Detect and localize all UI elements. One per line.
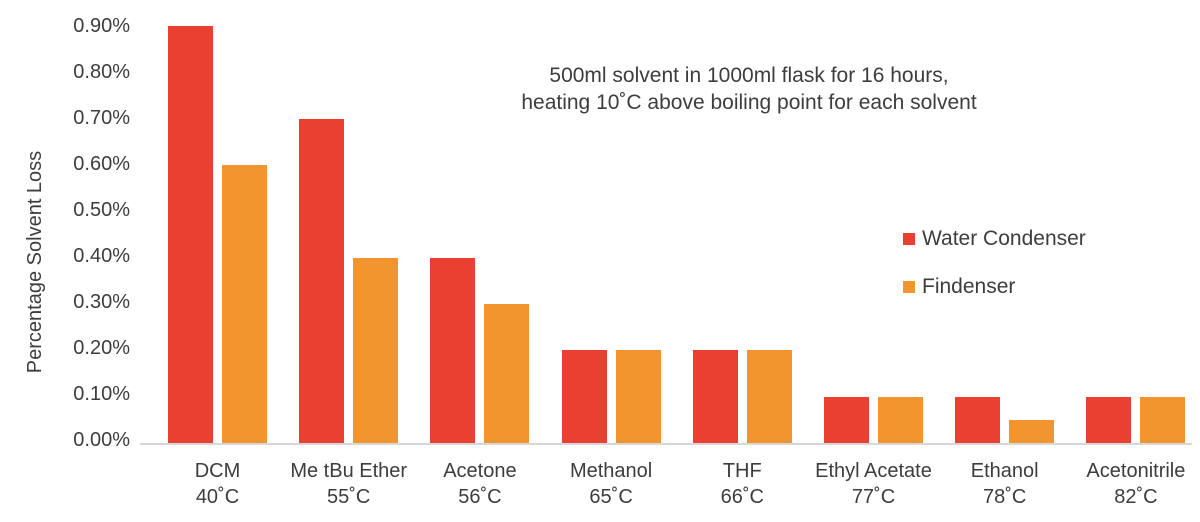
x-label-acetonitrile: Acetonitrile 82˚C — [1061, 458, 1200, 510]
annotation-line-2: heating 10˚C above boiling point for eac… — [521, 91, 977, 114]
legend-swatch-icon — [903, 233, 915, 245]
x-label-temperature: 82˚C — [1114, 486, 1158, 508]
x-label-acetone: Acetone 56˚C — [405, 458, 555, 510]
y-tick-label-0-20: 0.20% — [73, 337, 130, 359]
x-label-name: DCM — [194, 460, 241, 482]
x-label-temperature: 78˚C — [983, 486, 1027, 508]
bar-water-condenser-me-tbu-ether — [299, 119, 345, 443]
x-label-name: Acetone — [443, 460, 517, 482]
bar-water-condenser-acetone — [430, 258, 476, 443]
x-label-name: Ethanol — [970, 460, 1039, 482]
x-label-temperature: 40˚C — [195, 486, 240, 508]
bar-water-condenser-ethanol — [955, 397, 1001, 443]
y-tick-label-0-80: 0.80% — [73, 61, 130, 83]
bar-water-condenser-methanol — [561, 350, 607, 443]
y-tick-label-0-10: 0.10% — [73, 383, 130, 405]
x-label-temperature: 66˚C — [720, 486, 764, 508]
legend-item-findenser: Findenser — [903, 275, 1086, 299]
x-label-temperature: 55˚C — [327, 486, 371, 508]
x-label-dcm: DCM 40˚C — [143, 458, 293, 510]
bar-water-condenser-ethyl-acetate — [824, 397, 869, 443]
legend-swatch-icon — [903, 281, 915, 293]
y-tick-label-0-30: 0.30% — [73, 291, 130, 313]
x-label-temperature: 56˚C — [458, 486, 502, 508]
x-label-thf: THF 66˚C — [667, 458, 817, 510]
bar-findenser-dcm — [222, 165, 267, 443]
chart-annotation: 500ml solvent in 1000ml flask for 16 hou… — [449, 62, 1049, 116]
y-tick-label-0-60: 0.60% — [73, 153, 130, 175]
x-label-me-tbu-ether: Me tBu Ether 55˚C — [274, 458, 424, 510]
x-label-name: Ethyl Acetate — [815, 460, 932, 482]
x-label-name: Methanol — [569, 460, 653, 482]
x-label-ethyl-acetate: Ethyl Acetate 77˚C — [799, 458, 949, 510]
bar-findenser-acetone — [484, 304, 530, 443]
x-label-ethanol: Ethanol 78˚C — [930, 458, 1080, 510]
bar-findenser-ethyl-acetate — [878, 397, 923, 443]
bar-water-condenser-dcm — [168, 26, 213, 443]
bar-findenser-acetonitrile — [1140, 397, 1186, 443]
y-tick-label-0-00: 0.00% — [73, 429, 130, 451]
legend: Water Condenser Findenser — [903, 227, 1086, 299]
y-tick-label-0-90: 0.90% — [73, 15, 130, 37]
bar-water-condenser-acetonitrile — [1086, 397, 1132, 443]
bar-water-condenser-thf — [692, 350, 738, 443]
x-label-name: THF — [722, 460, 762, 482]
annotation-line-1: 500ml solvent in 1000ml flask for 16 hou… — [549, 64, 949, 87]
x-label-name: Acetonitrile — [1086, 460, 1186, 482]
x-label-temperature: 77˚C — [851, 486, 896, 508]
bar-findenser-ethanol — [1009, 420, 1055, 443]
y-tick-label-0-40: 0.40% — [73, 245, 130, 267]
bar-findenser-methanol — [615, 350, 661, 443]
bar-findenser-me-tbu-ether — [353, 258, 399, 443]
legend-label: Findenser — [922, 275, 1016, 298]
bar-findenser-thf — [746, 350, 792, 443]
y-tick-label-0-70: 0.70% — [73, 107, 130, 129]
x-label-methanol: Methanol 65˚C — [536, 458, 686, 510]
x-axis-line — [140, 443, 1192, 445]
legend-label: Water Condenser — [922, 227, 1086, 250]
y-tick-label-0-50: 0.50% — [73, 199, 130, 221]
x-label-name: Me tBu Ether — [290, 460, 408, 482]
x-label-temperature: 65˚C — [589, 486, 633, 508]
legend-item-water-condenser: Water Condenser — [903, 227, 1086, 251]
